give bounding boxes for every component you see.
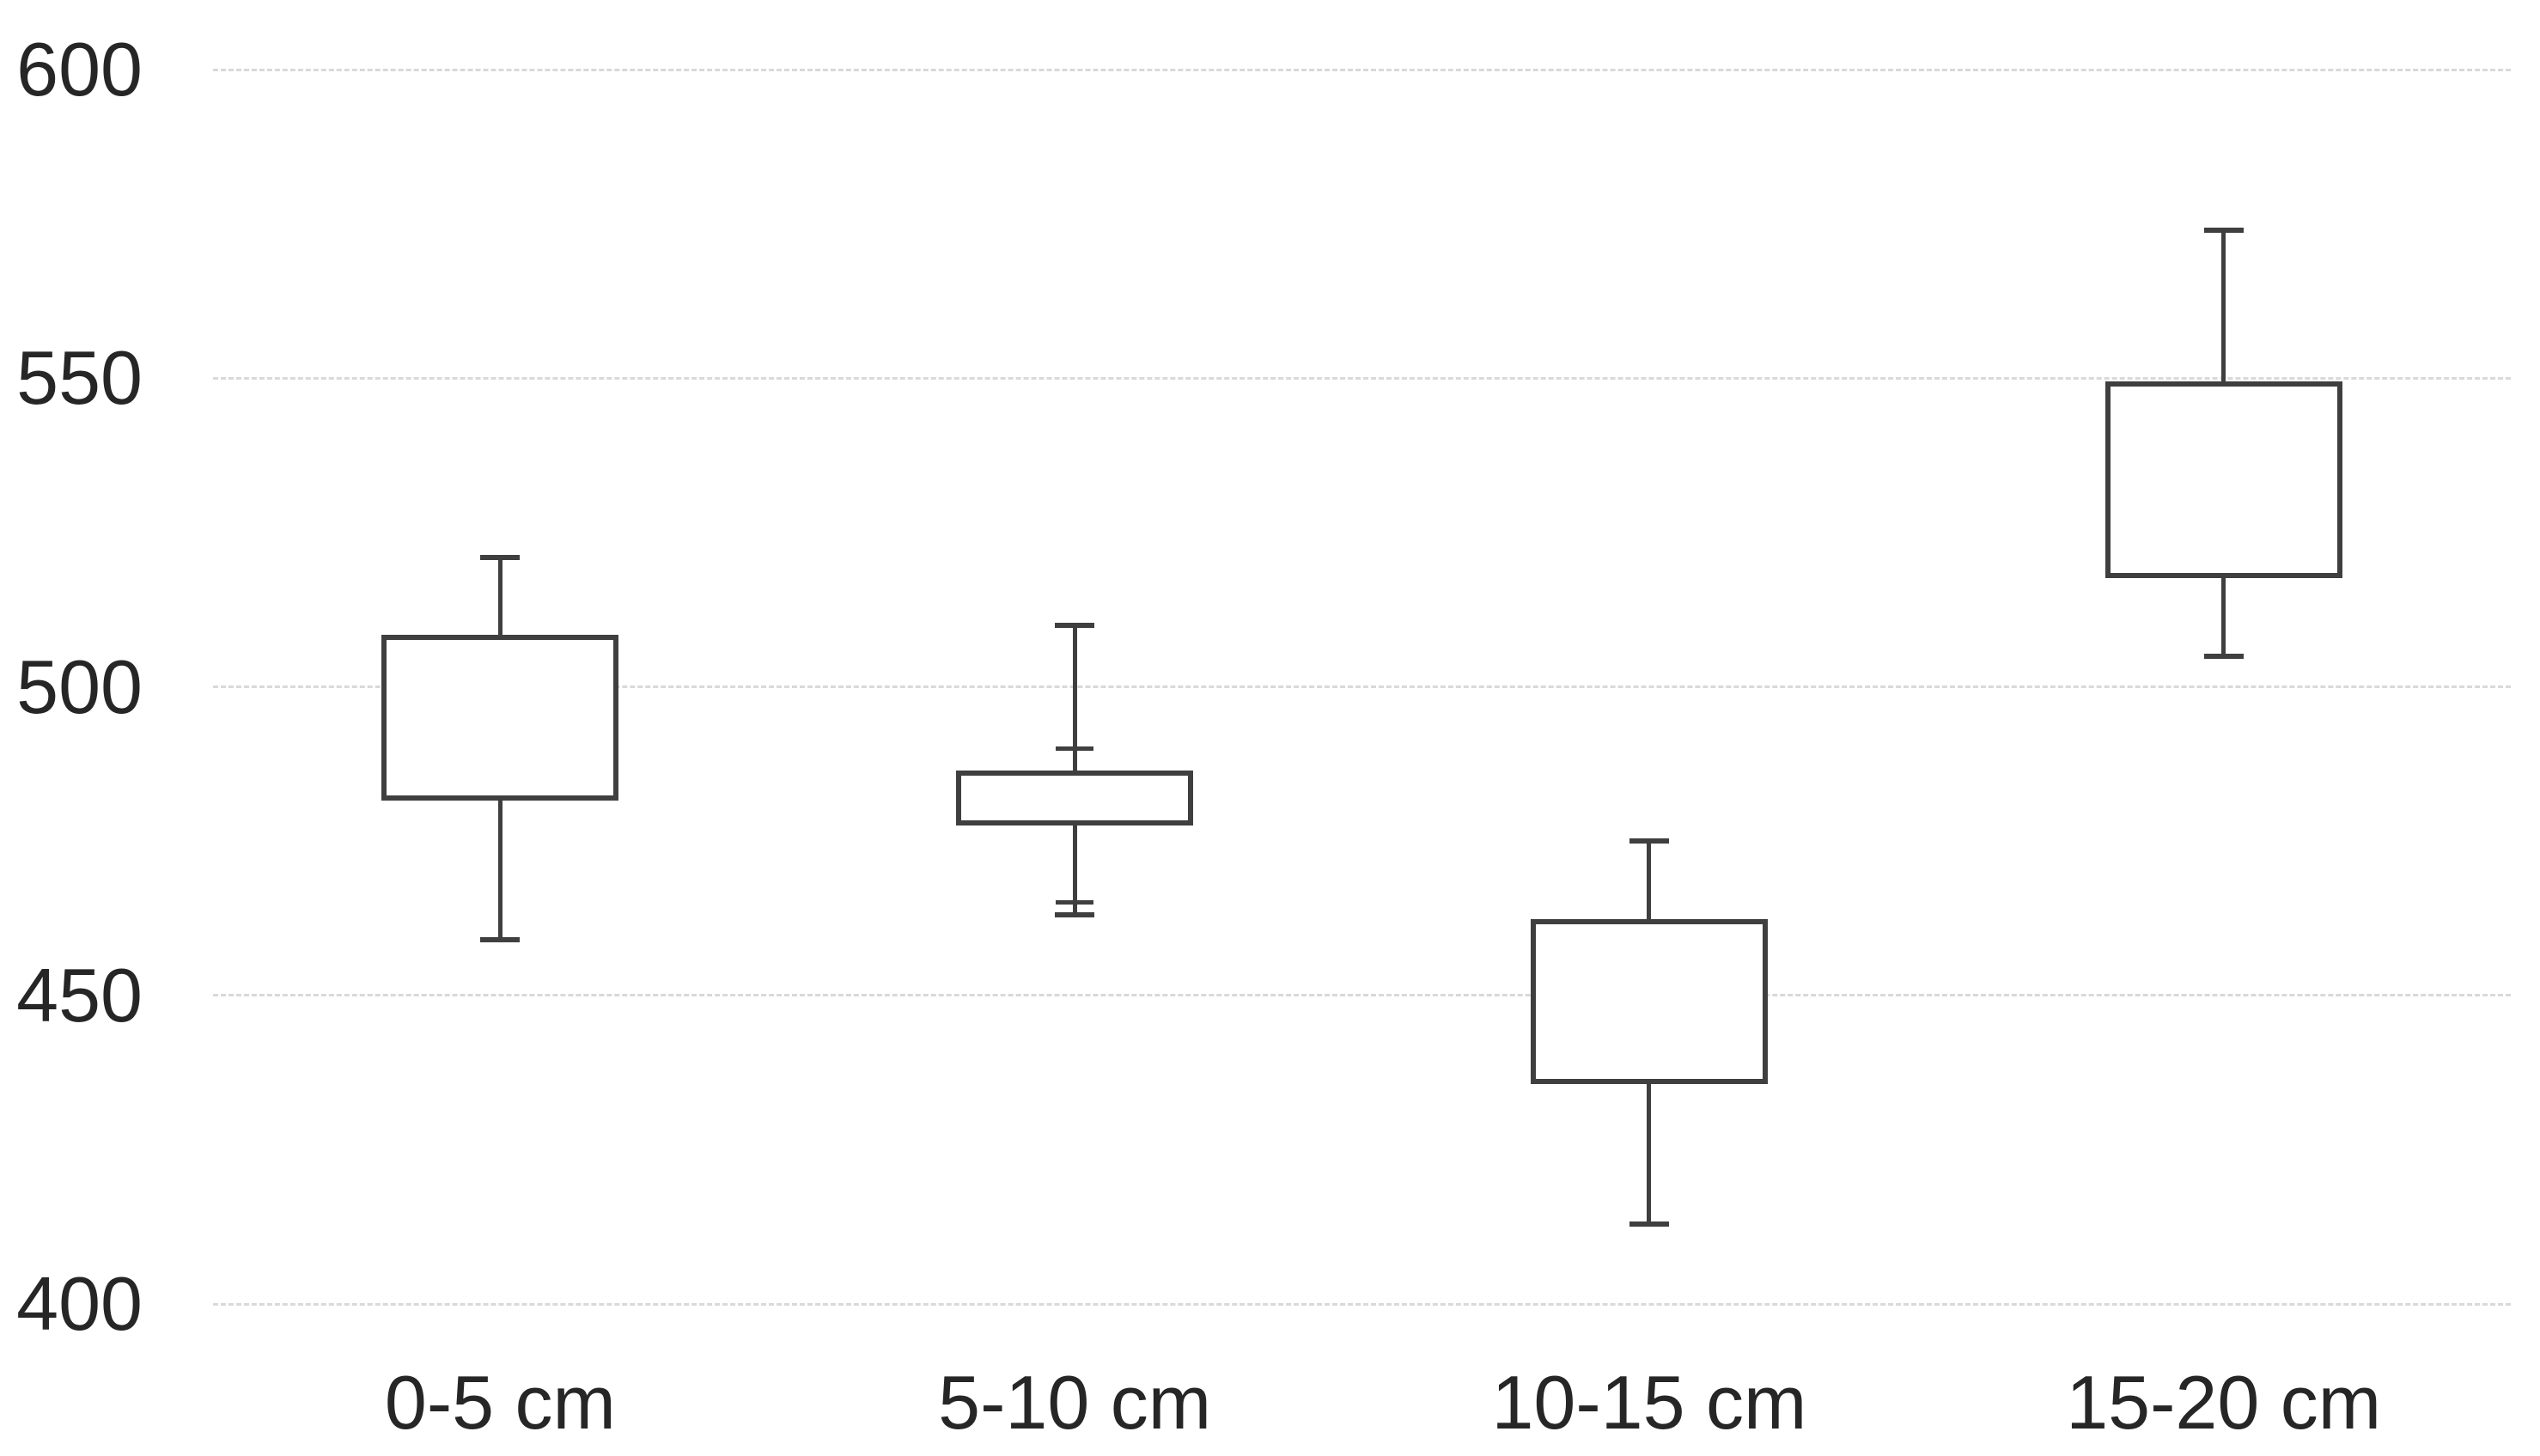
y-axis-tick-label: 550 <box>16 335 143 421</box>
lower-whisker-cap <box>2203 653 2244 659</box>
gridline-550 <box>213 376 2511 380</box>
upper-whisker-line <box>1647 841 1652 922</box>
lower-whisker-cap <box>1055 912 1095 918</box>
lower-whisker-line <box>1072 822 1077 916</box>
upper-whisker-cap <box>1629 838 1669 844</box>
gridline-450 <box>213 994 2511 997</box>
box-rect <box>2104 381 2342 579</box>
whisker-extra-tick <box>1056 900 1094 905</box>
box-rect <box>381 635 619 801</box>
gridline-600 <box>213 68 2511 71</box>
x-axis-category-label: 5-10 cm <box>938 1360 1212 1445</box>
upper-whisker-line <box>497 557 503 637</box>
box-rect <box>956 771 1194 825</box>
x-axis-category-label: 0-5 cm <box>384 1360 616 1445</box>
box-rect <box>1530 918 1768 1085</box>
upper-whisker-line <box>2221 229 2226 385</box>
upper-whisker-cap <box>2203 227 2244 233</box>
lower-whisker-cap <box>1629 1221 1669 1227</box>
upper-whisker-cap <box>480 554 521 560</box>
whisker-extra-tick <box>1056 746 1094 751</box>
y-axis-tick-label: 500 <box>16 643 143 729</box>
lower-whisker-cap <box>480 937 521 943</box>
y-axis-tick-label: 400 <box>16 1261 143 1346</box>
lower-whisker-line <box>2221 576 2226 656</box>
gridline-400 <box>213 1302 2511 1306</box>
lower-whisker-line <box>497 797 503 941</box>
gridline-500 <box>213 685 2511 688</box>
y-axis-tick-label: 600 <box>16 27 143 112</box>
x-axis-category-label: 10-15 cm <box>1491 1360 1807 1445</box>
lower-whisker-line <box>1647 1081 1652 1224</box>
upper-whisker-cap <box>1055 622 1095 628</box>
y-axis-tick-label: 450 <box>16 952 143 1038</box>
x-axis-category-label: 15-20 cm <box>2066 1360 2382 1445</box>
upper-whisker-line <box>1072 624 1077 774</box>
